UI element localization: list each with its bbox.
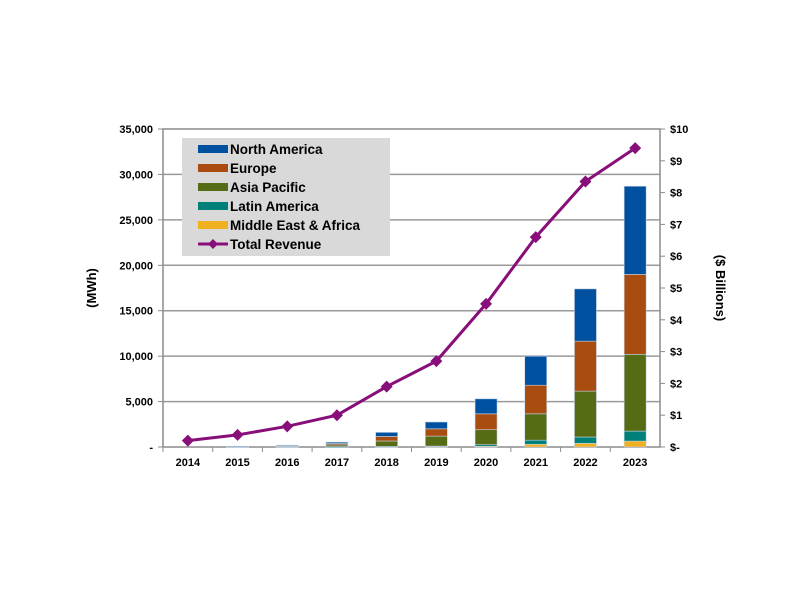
x-tick-label: 2020 xyxy=(474,457,498,469)
legend-label: Europe xyxy=(230,161,277,176)
bar-north-america-2022 xyxy=(574,288,597,342)
revenue-marker-2022 xyxy=(579,175,592,188)
legend-box xyxy=(182,138,390,256)
legend-label: Middle East & Africa xyxy=(230,218,361,233)
legend-swatch-asia-pacific xyxy=(198,183,228,191)
legend: North America Europe Asia Pacific Latin Ame… xyxy=(182,138,390,256)
revenue-marker-2017 xyxy=(330,409,343,422)
bar-asia-pacific-2019 xyxy=(425,435,448,447)
x-tick-label: 2018 xyxy=(374,457,398,469)
bar-europe-2023 xyxy=(623,274,647,355)
y2-tick-label: $- xyxy=(670,442,680,454)
revenue-marker-2014 xyxy=(181,434,194,447)
bar-north-america-2023 xyxy=(623,185,647,275)
y2-axis-title: ($ Billions) xyxy=(713,255,728,321)
legend-swatch-latin-america xyxy=(198,202,228,210)
bar-middle-east-africa-2022 xyxy=(574,443,597,448)
bar-europe-2022 xyxy=(574,340,597,392)
y2-tick-label: $3 xyxy=(670,347,682,359)
y-tick-label: 20,000 xyxy=(119,260,153,272)
revenue-line-path xyxy=(187,146,636,443)
y-axis-right: $- $1 $2 $3 $4 $5 $6 $7 $8 $9 $10 xyxy=(660,124,688,454)
revenue-line xyxy=(181,142,642,447)
bar-latin-america-2021 xyxy=(524,439,548,445)
bar-north-america-2016 xyxy=(275,444,299,447)
y-axis-title: (MWh) xyxy=(84,268,99,308)
y2-tick-label: $1 xyxy=(670,410,682,422)
bar-north-america-2019 xyxy=(425,421,448,430)
x-tick-label: 2014 xyxy=(176,457,201,469)
x-tick-label: 2015 xyxy=(225,457,249,469)
y-tick-label: 5,000 xyxy=(125,397,153,409)
x-tick-label: 2021 xyxy=(524,457,548,469)
y-tick-label: - xyxy=(149,442,153,454)
legend-label: North America xyxy=(230,142,323,157)
x-tick-label: 2022 xyxy=(573,457,597,469)
bar-north-america-2015 xyxy=(226,445,249,448)
bar-north-america-2018 xyxy=(375,432,398,437)
bar-asia-pacific-2018 xyxy=(375,440,398,447)
revenue-marker-2021 xyxy=(529,231,542,244)
revenue-marker-2023 xyxy=(629,142,642,155)
bar-europe-2019 xyxy=(425,428,448,437)
bar-europe-2021 xyxy=(524,384,548,415)
y2-tick-label: $5 xyxy=(670,283,682,295)
revenue-marker-2016 xyxy=(281,420,294,433)
bar-middle-east-africa-2021 xyxy=(524,443,548,448)
x-tick-label: 2023 xyxy=(623,457,647,469)
bar-asia-pacific-2022 xyxy=(574,390,597,438)
x-tick-label: 2017 xyxy=(325,457,349,469)
bars xyxy=(226,185,647,449)
y2-tick-label: $10 xyxy=(670,124,688,136)
y-tick-label: 25,000 xyxy=(119,215,153,227)
legend-swatch-middle-east-africa xyxy=(198,221,228,229)
revenue-marker-2019 xyxy=(430,355,443,368)
legend-label: Total Revenue xyxy=(230,237,322,252)
bar-north-america-2020 xyxy=(474,398,498,415)
revenue-marker-2018 xyxy=(380,380,393,393)
bar-europe-2020 xyxy=(474,413,498,431)
revenue-marker-2015 xyxy=(231,428,244,441)
bar-asia-pacific-2021 xyxy=(524,413,548,441)
legend-swatch-north-america xyxy=(198,145,228,153)
bar-europe-2018 xyxy=(375,436,398,442)
y-axis-left: - 5,000 10,000 15,000 20,000 25,000 30,000 35,0… xyxy=(119,124,163,454)
legend-swatch-europe xyxy=(198,164,228,172)
bar-north-america-2017 xyxy=(325,441,349,444)
legend-label: Asia Pacific xyxy=(230,180,306,195)
y2-tick-label: $9 xyxy=(670,156,682,168)
y2-tick-label: $7 xyxy=(670,219,682,231)
legend-label: Latin America xyxy=(230,199,319,214)
x-axis: 2014 2015 2016 2017 2018 2019 2020 2021 2022 2023 xyxy=(162,447,647,469)
bar-asia-pacific-2023 xyxy=(623,354,647,432)
y2-tick-label: $8 xyxy=(670,188,682,200)
bar-latin-america-2022 xyxy=(574,436,597,444)
y-tick-label: 30,000 xyxy=(119,169,153,181)
y-tick-label: 15,000 xyxy=(119,306,153,318)
y-tick-label: 35,000 xyxy=(119,124,153,136)
x-tick-label: 2016 xyxy=(275,457,299,469)
y2-tick-label: $2 xyxy=(670,378,682,390)
bar-asia-pacific-2020 xyxy=(474,429,498,446)
y2-tick-label: $4 xyxy=(670,315,683,327)
y-tick-label: 10,000 xyxy=(119,351,153,363)
bar-middle-east-africa-2023 xyxy=(623,440,647,448)
bar-latin-america-2023 xyxy=(623,430,647,442)
legend-marker-total-revenue xyxy=(208,239,218,249)
y2-tick-label: $6 xyxy=(670,251,682,263)
revenue-marker-2020 xyxy=(480,297,493,310)
bar-north-america-2021 xyxy=(524,355,548,386)
x-tick-label: 2019 xyxy=(424,457,448,469)
